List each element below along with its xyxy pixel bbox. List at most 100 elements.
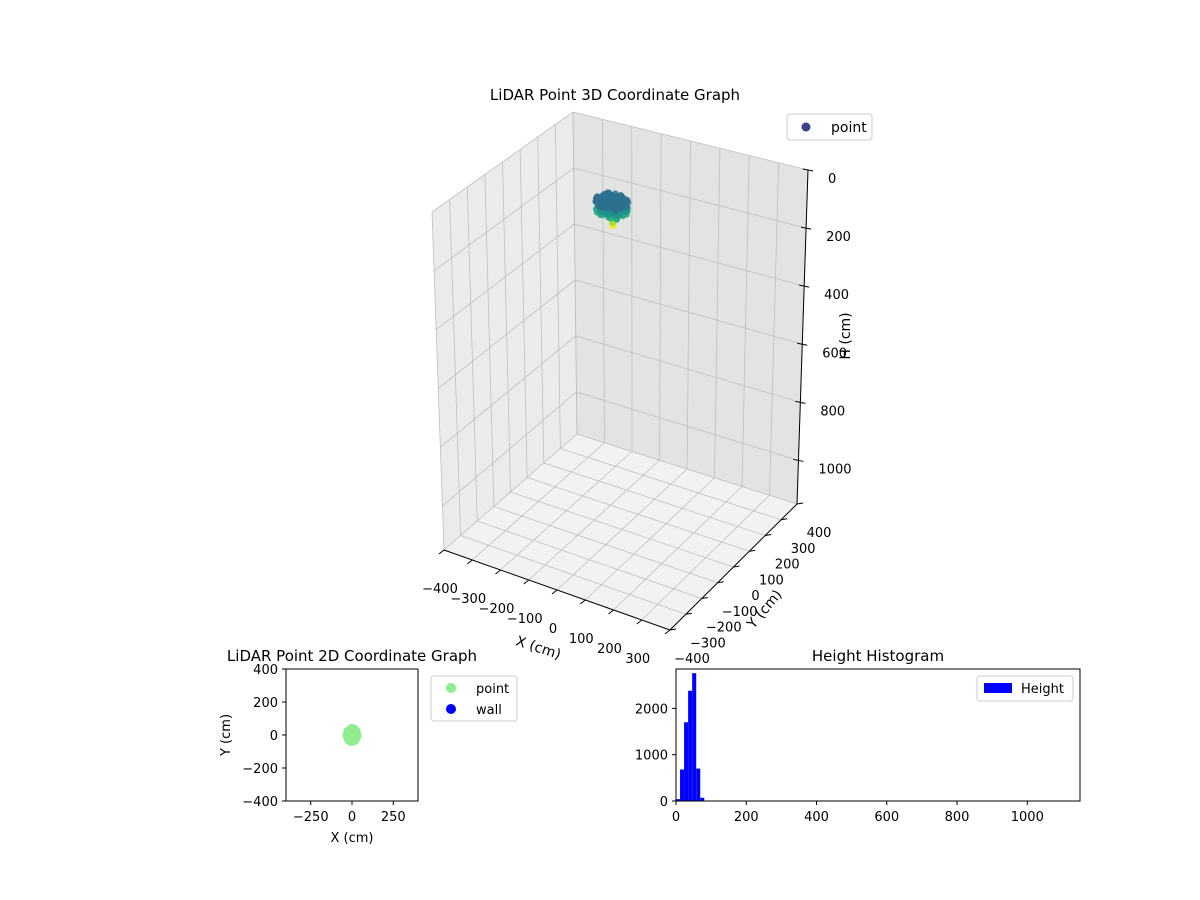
y-tick-label: 400 [807,526,832,541]
grid-line-floor-y [526,477,750,552]
x-tick-label: −400 [422,582,458,597]
y-tick [685,612,692,615]
legend-wall-marker [446,704,456,714]
y-tick-label: 400 [253,663,278,678]
grid-line-wall-right-v [714,148,721,478]
x-tick [636,619,643,625]
y-tick-label: −100 [722,605,758,620]
x-tick-label: 200 [597,642,622,657]
y-tick [733,565,740,568]
histogram-title: Height Histogram [812,647,944,665]
y-tick-label: 1000 [635,749,668,764]
height-histogram: Height Histogram 0 200 400 600 800 1000 0 1000 2… [635,647,1081,825]
x-tick [664,629,671,635]
z-tick-label: 400 [824,288,849,303]
x-tick [495,569,501,575]
z-tick [799,284,810,288]
x-tick [608,609,614,615]
x-tick [466,559,473,565]
y-tick-label: −300 [690,636,726,651]
grid-line-height [433,167,807,272]
data-point-2d [350,725,356,732]
grid-line-wall-left-v [537,136,545,464]
grid-line-height [431,111,809,213]
histogram-frame [675,668,1081,802]
x-tick-label: 200 [734,810,759,825]
ticks-2d: −250 0 250 400 200 0 −200 −400 [242,663,405,825]
grid-line-wall-right-v [659,133,662,461]
legend-height-swatch [984,683,1012,693]
data-point-3d [619,199,626,207]
z-tick [795,400,806,404]
histogram-bar [692,673,697,801]
y-tick-label: −200 [706,621,742,636]
y-tick-label: 200 [253,696,278,711]
grid-line-wall-right-v [686,140,691,470]
x-tick [579,599,586,605]
x-tick-label: 600 [874,810,899,825]
grid-line-floor-y [510,491,734,568]
legend-point-label: point [476,682,509,697]
z-axis-line [796,169,809,505]
histogram-bar [700,797,705,801]
point-cloud-3d [592,189,632,229]
z-tick-label: 0 [828,172,836,187]
chart-2d-xlabel: X (cm) [331,831,374,846]
grid-line-height [435,223,805,330]
x-tick-label: 0 [348,810,356,825]
y-tick-label: 300 [791,542,816,557]
z-tick [793,458,804,462]
grid-line-wall-right-v [572,111,578,435]
x-tick [438,549,445,555]
z-tick-label: 800 [820,404,845,419]
y-tick [669,628,677,631]
histogram-ticks: 0 200 400 600 800 1000 0 1000 2000 [635,702,1044,825]
z-tick [802,168,814,172]
x-tick-label: 400 [804,810,829,825]
legend-point-label: point [831,120,867,136]
legend-box [786,113,873,141]
x-tick-label: 0 [672,810,680,825]
y-tick [781,518,788,521]
grid-line-floor-y [477,520,702,599]
histogram-bars [676,673,705,801]
chart-3d-xlabel: X (cm) [514,633,563,663]
x-tick-label: −200 [479,602,515,617]
chart-2d-title: LiDAR Point 2D Coordinate Graph [227,647,477,665]
chart-3d: LiDAR Point 3D Coordinate Graph −400−300… [422,86,873,667]
x-tick-label: −300 [450,592,486,607]
data-point-2d [354,732,361,738]
y-tick-label: 0 [660,795,668,810]
grid-line-floor-y [543,462,766,536]
grid-line-floor-y [560,448,782,521]
x-tick-label: 300 [625,652,650,667]
grid-line-wall-left-v [554,124,561,449]
chart-2d-legend: point wall [430,675,518,722]
legend-point-marker [801,122,811,132]
x-tick-label: 800 [945,810,970,825]
x-tick [551,589,558,595]
data-point-3d [595,200,603,207]
data-point-3d [608,196,615,203]
x-tick-label: 250 [381,810,406,825]
histogram-legend: Height [976,675,1074,702]
x-tick [523,579,530,585]
grid-line-wall-right-v [741,155,750,487]
y-tick-label: −400 [674,652,710,667]
legend-height-label: Height [1021,682,1064,697]
grid-line-wall-right-v [601,119,605,443]
z-tick [797,342,808,346]
z-tick [800,226,812,230]
legend-wall-label: wall [476,703,502,718]
x-tick-label: 1000 [1011,810,1044,825]
point-cloud-2d [342,723,362,746]
grid-line-wall-left-v [449,199,462,536]
y-tick-label: −200 [242,762,278,777]
histogram-bar [676,799,681,801]
y-tick [717,581,724,584]
grid-line-height [442,391,799,507]
x-tick-label: −250 [293,810,329,825]
data-point-2d [349,738,356,745]
